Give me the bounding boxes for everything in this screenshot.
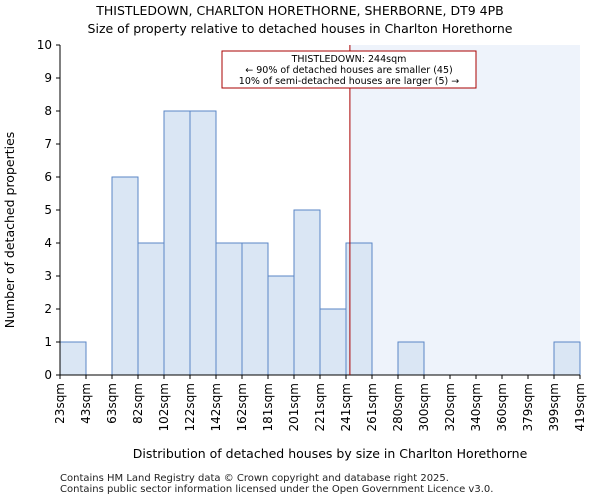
y-tick-label-3: 3: [44, 269, 52, 283]
x-tick-label-23sqm: 23sqm: [53, 383, 67, 424]
x-tick-label-320sqm: 320sqm: [443, 383, 457, 431]
x-tick-label-122sqm: 122sqm: [183, 383, 197, 431]
larger-region-shade: [349, 45, 580, 375]
x-tick-label-82sqm: 82sqm: [131, 383, 145, 424]
x-tick-label-379sqm: 379sqm: [521, 383, 535, 431]
y-tick-label-7: 7: [44, 137, 52, 151]
x-tick-label-241sqm: 241sqm: [339, 383, 353, 431]
x-tick-label-360sqm: 360sqm: [495, 383, 509, 431]
x-tick-label-43sqm: 43sqm: [79, 383, 93, 424]
annotation-line-3: 10% of semi-detached houses are larger (…: [239, 76, 459, 87]
annotation-line-1: THISTLEDOWN: 244sqm: [291, 54, 407, 65]
x-tick-label-261sqm: 261sqm: [365, 383, 379, 431]
footer-copyright: Contains HM Land Registry data © Crown c…: [60, 473, 449, 484]
y-tick-label-4: 4: [44, 236, 52, 250]
bar-162sqm: [241, 242, 269, 376]
annotation-line-2: ← 90% of detached houses are smaller (45…: [245, 65, 452, 76]
bar-63sqm: [111, 176, 139, 376]
y-tick-label-6: 6: [44, 170, 52, 184]
annotation-box: [221, 50, 477, 89]
x-tick-label-201sqm: 201sqm: [287, 383, 301, 431]
y-axis-label: Number of detached properties: [2, 132, 17, 329]
y-tick-label-10: 10: [37, 38, 52, 52]
chart-title-block: THISTLEDOWN, CHARLTON HORETHORNE, SHERBO…: [0, 2, 600, 38]
chart-title: THISTLEDOWN, CHARLTON HORETHORNE, SHERBO…: [96, 3, 504, 18]
bar-181sqm: [267, 275, 295, 376]
x-tick-label-181sqm: 181sqm: [261, 383, 275, 431]
bar-201sqm: [293, 209, 321, 376]
bar-122sqm: [189, 110, 217, 376]
y-tick-label-9: 9: [44, 71, 52, 85]
x-tick-label-280sqm: 280sqm: [391, 383, 405, 431]
x-tick-label-419sqm: 419sqm: [573, 383, 587, 431]
chart-subtitle: Size of property relative to detached ho…: [87, 21, 513, 36]
x-axis-label: Distribution of detached houses by size …: [133, 446, 528, 461]
y-tick-label-5: 5: [44, 203, 52, 217]
bar-221sqm: [319, 308, 347, 376]
bar-280sqm: [397, 341, 425, 376]
x-tick-label-102sqm: 102sqm: [157, 383, 171, 431]
bar-23sqm: [59, 341, 87, 376]
x-tick-label-142sqm: 142sqm: [209, 383, 223, 431]
footer-licence: Contains public sector information licen…: [60, 484, 494, 495]
y-tick-label-0: 0: [44, 368, 52, 382]
bar-399sqm: [553, 341, 581, 376]
x-tick-label-63sqm: 63sqm: [105, 383, 119, 424]
bar-82sqm: [137, 242, 165, 376]
bar-102sqm: [163, 110, 191, 376]
x-tick-label-162sqm: 162sqm: [235, 383, 249, 431]
bar-142sqm: [215, 242, 243, 376]
x-tick-label-340sqm: 340sqm: [469, 383, 483, 431]
x-tick-label-399sqm: 399sqm: [547, 383, 561, 431]
x-tick-label-221sqm: 221sqm: [313, 383, 327, 431]
x-tick-label-300sqm: 300sqm: [417, 383, 431, 431]
y-tick-label-1: 1: [44, 335, 52, 349]
y-tick-label-2: 2: [44, 302, 52, 316]
y-tick-label-8: 8: [44, 104, 52, 118]
